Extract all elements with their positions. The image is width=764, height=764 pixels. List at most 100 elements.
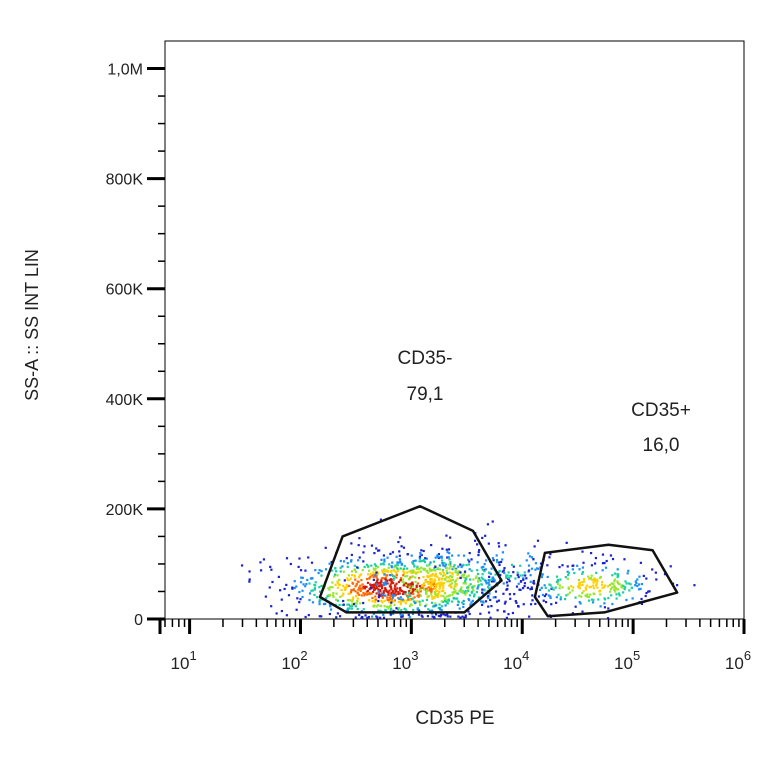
- event-point: [501, 570, 504, 573]
- event-point: [446, 580, 449, 583]
- event-point: [356, 591, 359, 594]
- event-point: [393, 575, 396, 578]
- event-point: [357, 576, 361, 579]
- y-tick-label: 400K: [106, 392, 144, 409]
- event-point: [429, 561, 432, 564]
- event-point: [295, 585, 298, 588]
- event-point: [611, 586, 614, 589]
- event-point: [380, 585, 384, 589]
- event-point: [395, 571, 398, 574]
- event-point: [390, 588, 393, 591]
- event-point: [596, 579, 599, 582]
- event-point: [328, 612, 331, 616]
- event-point: [386, 598, 389, 602]
- event-point: [503, 602, 507, 605]
- event-point: [450, 600, 454, 603]
- event-point: [328, 588, 331, 591]
- event-point: [347, 574, 350, 577]
- event-point: [464, 582, 467, 585]
- event-point: [326, 595, 329, 598]
- event-point: [442, 572, 446, 575]
- event-point: [421, 584, 424, 587]
- event-point: [543, 594, 546, 598]
- event-point: [370, 586, 373, 590]
- event-point: [410, 575, 413, 578]
- event-point: [490, 604, 493, 608]
- event-point: [396, 567, 399, 570]
- event-point: [419, 590, 422, 593]
- event-point: [353, 575, 356, 578]
- event-point: [373, 568, 376, 572]
- event-point: [367, 615, 370, 619]
- event-point: [523, 571, 526, 574]
- event-point: [591, 601, 595, 604]
- event-point: [519, 564, 522, 567]
- event-point: [470, 590, 474, 593]
- event-point: [595, 571, 598, 574]
- x-tick-label: 103: [392, 648, 418, 673]
- event-point: [487, 611, 491, 614]
- event-point: [433, 567, 436, 570]
- event-point: [350, 559, 353, 562]
- event-point: [460, 574, 464, 577]
- event-point: [623, 586, 627, 589]
- event-point: [459, 563, 462, 566]
- y-tick-label: 800K: [106, 172, 144, 189]
- event-point: [467, 597, 470, 601]
- event-point: [334, 583, 337, 586]
- event-point: [338, 583, 341, 587]
- event-point: [451, 573, 454, 576]
- event-point: [404, 591, 407, 594]
- event-point: [372, 583, 376, 587]
- event-point: [336, 586, 339, 589]
- event-point: [385, 569, 388, 572]
- event-point: [523, 582, 527, 585]
- event-point: [285, 557, 289, 560]
- event-point: [482, 568, 486, 572]
- event-point: [437, 593, 440, 596]
- event-point: [496, 609, 499, 612]
- event-point: [470, 569, 473, 572]
- event-point: [498, 569, 501, 573]
- event-point: [393, 603, 396, 606]
- event-point: [438, 590, 441, 593]
- event-point: [438, 603, 441, 606]
- event-point: [304, 585, 307, 588]
- event-point: [441, 569, 445, 572]
- event-point: [601, 581, 604, 584]
- event-point: [357, 588, 360, 591]
- event-point: [358, 556, 361, 559]
- event-point: [574, 596, 577, 599]
- event-point: [427, 595, 430, 598]
- event-point: [412, 569, 415, 572]
- event-point: [503, 567, 506, 570]
- event-point: [514, 599, 517, 603]
- event-point: [431, 597, 434, 600]
- event-point: [422, 558, 426, 562]
- event-point: [316, 596, 319, 599]
- event-point: [335, 570, 338, 573]
- event-point: [570, 585, 573, 588]
- event-point: [467, 558, 470, 561]
- event-point: [572, 564, 575, 567]
- event-point: [392, 609, 395, 612]
- event-point: [339, 570, 342, 573]
- event-point: [462, 573, 466, 576]
- event-point: [409, 582, 412, 585]
- event-point: [417, 591, 420, 594]
- event-point: [534, 568, 537, 571]
- event-point: [362, 585, 365, 589]
- event-point: [448, 567, 451, 570]
- event-point: [431, 569, 435, 572]
- event-point: [375, 547, 378, 550]
- event-point: [415, 584, 418, 587]
- event-point: [459, 588, 462, 591]
- event-point: [495, 600, 499, 603]
- event-point: [605, 559, 608, 563]
- event-point: [637, 583, 641, 586]
- event-point: [310, 589, 313, 592]
- event-point: [363, 592, 367, 595]
- event-point: [401, 578, 405, 581]
- event-point: [386, 582, 389, 585]
- event-point: [320, 574, 323, 577]
